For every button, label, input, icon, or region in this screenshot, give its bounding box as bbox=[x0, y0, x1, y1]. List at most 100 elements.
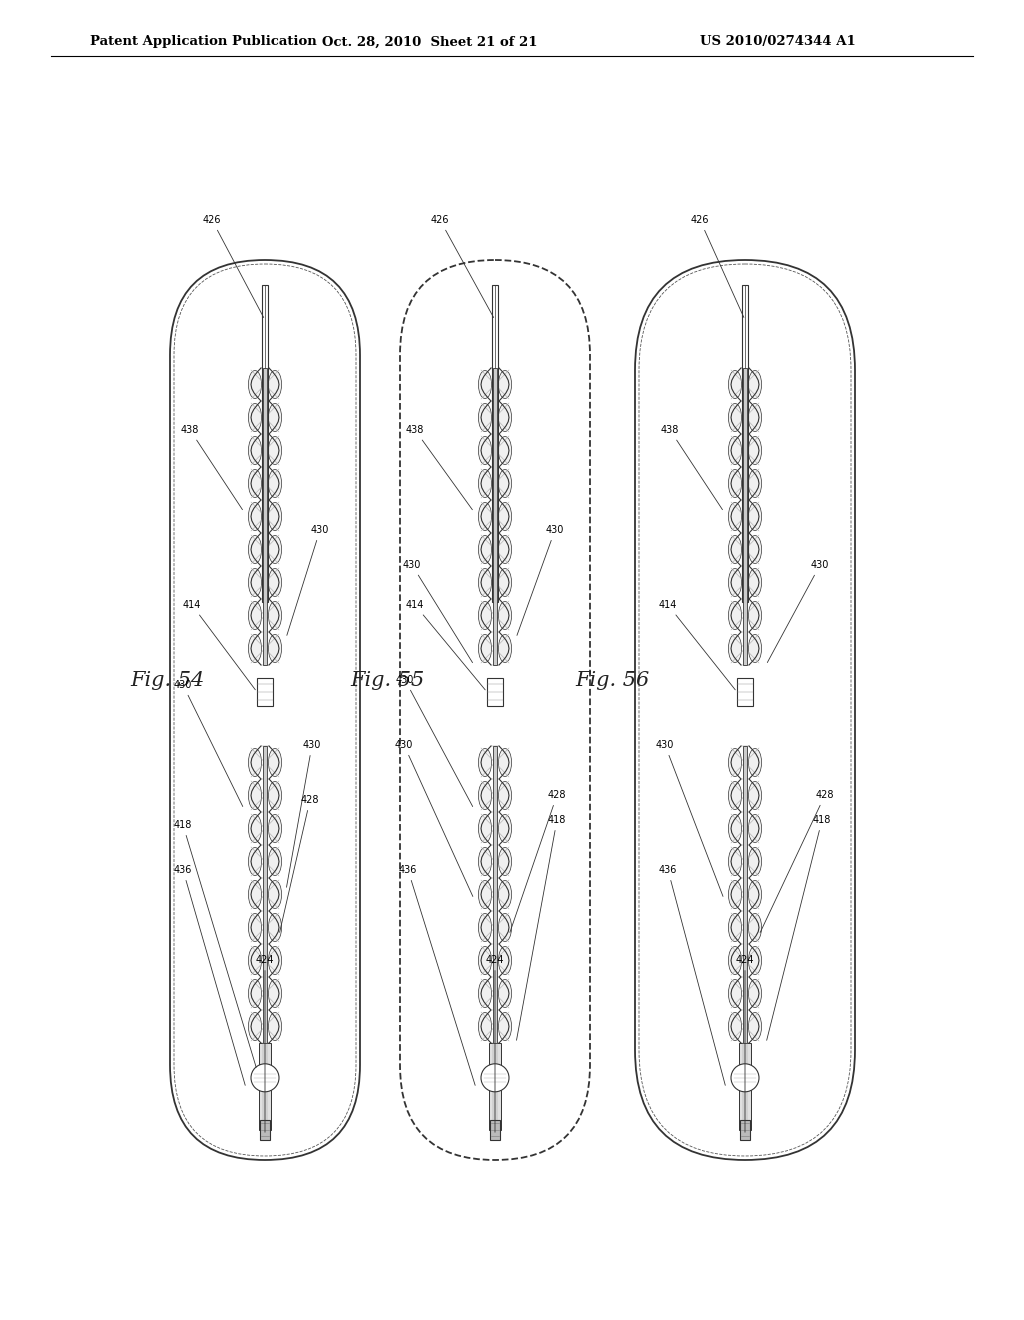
Ellipse shape bbox=[749, 1012, 762, 1040]
Ellipse shape bbox=[728, 1012, 741, 1040]
Ellipse shape bbox=[249, 536, 261, 564]
Ellipse shape bbox=[268, 814, 282, 842]
Bar bbox=[742, 285, 748, 602]
Text: 430: 430 bbox=[287, 525, 329, 635]
Ellipse shape bbox=[749, 913, 762, 941]
Ellipse shape bbox=[749, 781, 762, 809]
Text: 414: 414 bbox=[658, 601, 735, 690]
Bar bbox=[490, 1119, 500, 1140]
Ellipse shape bbox=[728, 503, 741, 531]
Circle shape bbox=[731, 1064, 759, 1092]
Ellipse shape bbox=[499, 371, 512, 399]
Text: Oct. 28, 2010  Sheet 21 of 21: Oct. 28, 2010 Sheet 21 of 21 bbox=[323, 36, 538, 49]
Text: 418: 418 bbox=[767, 814, 831, 1040]
Ellipse shape bbox=[249, 814, 261, 842]
Ellipse shape bbox=[249, 913, 261, 941]
Ellipse shape bbox=[478, 979, 492, 1007]
Ellipse shape bbox=[478, 404, 492, 432]
Bar bbox=[263, 746, 267, 1043]
Ellipse shape bbox=[499, 748, 512, 776]
Ellipse shape bbox=[499, 470, 512, 498]
Ellipse shape bbox=[499, 946, 512, 974]
Ellipse shape bbox=[499, 569, 512, 597]
Ellipse shape bbox=[499, 503, 512, 531]
Bar bbox=[257, 678, 273, 706]
Text: Fig. 56: Fig. 56 bbox=[575, 671, 649, 689]
Ellipse shape bbox=[749, 569, 762, 597]
Ellipse shape bbox=[249, 781, 261, 809]
Text: 438: 438 bbox=[406, 425, 472, 510]
Ellipse shape bbox=[249, 1012, 261, 1040]
Ellipse shape bbox=[749, 814, 762, 842]
Ellipse shape bbox=[749, 437, 762, 465]
Text: 430: 430 bbox=[517, 525, 564, 635]
Ellipse shape bbox=[728, 814, 741, 842]
Ellipse shape bbox=[499, 979, 512, 1007]
Ellipse shape bbox=[268, 847, 282, 875]
Bar bbox=[493, 746, 497, 1043]
Ellipse shape bbox=[268, 1012, 282, 1040]
Ellipse shape bbox=[268, 437, 282, 465]
Ellipse shape bbox=[749, 979, 762, 1007]
Text: 414: 414 bbox=[183, 601, 255, 690]
Bar bbox=[487, 678, 503, 706]
Ellipse shape bbox=[249, 979, 261, 1007]
Ellipse shape bbox=[749, 847, 762, 875]
Ellipse shape bbox=[749, 635, 762, 663]
Text: 430: 430 bbox=[402, 560, 472, 663]
Text: 438: 438 bbox=[181, 425, 243, 510]
Ellipse shape bbox=[478, 913, 492, 941]
Ellipse shape bbox=[478, 781, 492, 809]
Ellipse shape bbox=[728, 635, 741, 663]
Ellipse shape bbox=[268, 536, 282, 564]
Ellipse shape bbox=[728, 946, 741, 974]
Ellipse shape bbox=[499, 635, 512, 663]
Ellipse shape bbox=[749, 371, 762, 399]
Ellipse shape bbox=[478, 814, 492, 842]
Ellipse shape bbox=[478, 371, 492, 399]
Text: 426: 426 bbox=[691, 215, 743, 318]
Ellipse shape bbox=[728, 979, 741, 1007]
Text: 430: 430 bbox=[395, 741, 473, 896]
Ellipse shape bbox=[499, 536, 512, 564]
Ellipse shape bbox=[268, 913, 282, 941]
Ellipse shape bbox=[478, 470, 492, 498]
Ellipse shape bbox=[728, 470, 741, 498]
Ellipse shape bbox=[499, 913, 512, 941]
Bar bbox=[259, 1043, 271, 1130]
Text: 426: 426 bbox=[431, 215, 494, 318]
Ellipse shape bbox=[268, 470, 282, 498]
Ellipse shape bbox=[749, 748, 762, 776]
Ellipse shape bbox=[728, 781, 741, 809]
Circle shape bbox=[481, 1064, 509, 1092]
Text: Fig. 54: Fig. 54 bbox=[130, 671, 204, 689]
Ellipse shape bbox=[499, 814, 512, 842]
Ellipse shape bbox=[478, 503, 492, 531]
Ellipse shape bbox=[478, 946, 492, 974]
Text: US 2010/0274344 A1: US 2010/0274344 A1 bbox=[700, 36, 856, 49]
Ellipse shape bbox=[249, 847, 261, 875]
Ellipse shape bbox=[249, 569, 261, 597]
Ellipse shape bbox=[499, 404, 512, 432]
Text: 436: 436 bbox=[658, 865, 725, 1085]
Bar bbox=[743, 368, 746, 665]
Bar bbox=[492, 285, 498, 602]
Ellipse shape bbox=[268, 635, 282, 663]
Ellipse shape bbox=[478, 536, 492, 564]
Ellipse shape bbox=[268, 602, 282, 630]
Text: 424: 424 bbox=[736, 954, 755, 1133]
Ellipse shape bbox=[728, 880, 741, 908]
Ellipse shape bbox=[728, 404, 741, 432]
Ellipse shape bbox=[478, 635, 492, 663]
Bar bbox=[740, 1119, 750, 1140]
Ellipse shape bbox=[728, 371, 741, 399]
Ellipse shape bbox=[478, 847, 492, 875]
Ellipse shape bbox=[268, 979, 282, 1007]
Ellipse shape bbox=[249, 880, 261, 908]
Ellipse shape bbox=[268, 404, 282, 432]
Ellipse shape bbox=[728, 847, 741, 875]
Ellipse shape bbox=[249, 371, 261, 399]
Text: 424: 424 bbox=[256, 954, 274, 1133]
Text: 428: 428 bbox=[760, 789, 835, 932]
Ellipse shape bbox=[249, 748, 261, 776]
